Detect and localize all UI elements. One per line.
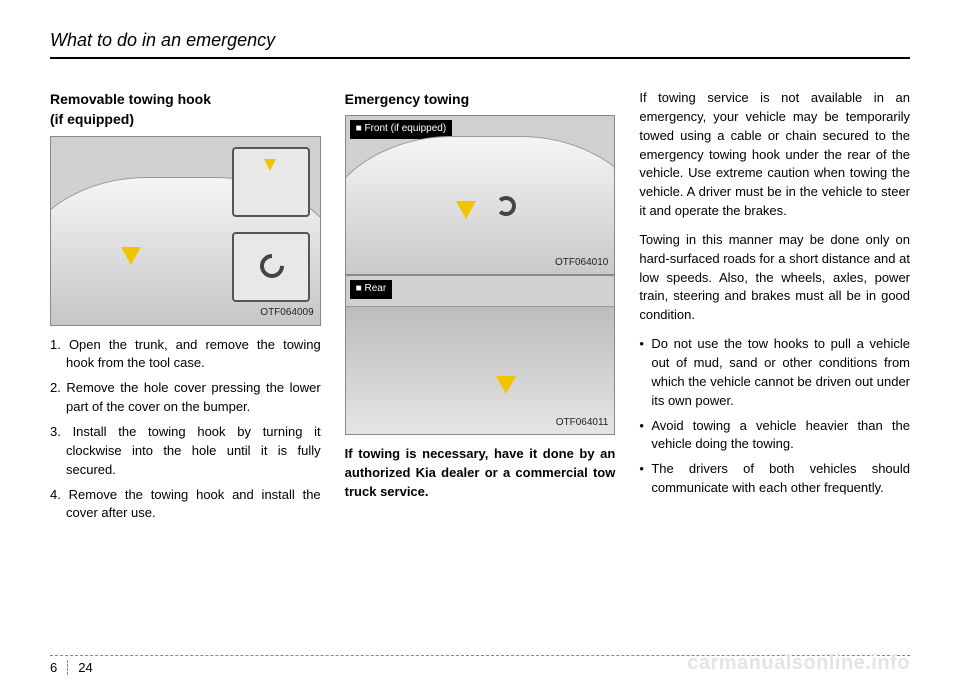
- col1-title-line2: (if equipped): [50, 111, 134, 127]
- arrow-icon: [121, 247, 141, 265]
- step-item: 3. Install the towing hook by turning it…: [50, 423, 321, 480]
- figure-stack: ■ Front (if equipped) OTF064010 ■ Rear O…: [345, 115, 616, 435]
- chapter-number: 6: [50, 660, 68, 675]
- step-item: 4. Remove the towing hook and install th…: [50, 486, 321, 524]
- content-columns: Removable towing hook (if equipped) OTF0…: [50, 89, 910, 529]
- arrow-icon: [456, 201, 476, 219]
- steps-list: 1. Open the trunk, and remove the towing…: [50, 336, 321, 524]
- column-2: Emergency towing ■ Front (if equipped) O…: [345, 89, 616, 529]
- hook-icon: [496, 196, 516, 216]
- figure-code: OTF064011: [556, 416, 609, 431]
- figure-removable-hook: OTF064009: [50, 136, 321, 326]
- paragraph: Towing in this manner may be done only o…: [639, 231, 910, 325]
- figure-front: ■ Front (if equipped) OTF064010: [345, 115, 616, 275]
- arrow-icon: [264, 159, 276, 171]
- watermark: carmanualsonline.info: [687, 652, 910, 675]
- hook-icon: [255, 249, 289, 283]
- figure-code: OTF064010: [555, 256, 608, 271]
- column-1: Removable towing hook (if equipped) OTF0…: [50, 89, 321, 529]
- figure-rear: ■ Rear OTF064011: [345, 275, 616, 435]
- paragraph: If towing service is not available in an…: [639, 89, 910, 221]
- inset-hook: [232, 232, 310, 302]
- bold-note: If towing is necessary, have it done by …: [345, 445, 616, 502]
- bullet-item: The drivers of both vehicles should comm…: [639, 460, 910, 498]
- page-header: What to do in an emergency: [50, 30, 910, 59]
- col1-title: Removable towing hook (if equipped): [50, 89, 321, 130]
- step-item: 2. Remove the hole cover pressing the lo…: [50, 379, 321, 417]
- step-item: 1. Open the trunk, and remove the towing…: [50, 336, 321, 374]
- col1-title-line1: Removable towing hook: [50, 91, 211, 107]
- bullet-item: Avoid towing a vehicle heavier than the …: [639, 417, 910, 455]
- col2-title: Emergency towing: [345, 89, 616, 109]
- page-number: 24: [68, 660, 92, 675]
- inset-cover: [232, 147, 310, 217]
- figure-code: OTF064009: [260, 306, 313, 321]
- car-illustration: [345, 136, 616, 275]
- figure-label: ■ Rear: [350, 280, 393, 299]
- column-3: If towing service is not available in an…: [639, 89, 910, 529]
- bullet-item: Do not use the tow hooks to pull a vehic…: [639, 335, 910, 410]
- arrow-icon: [496, 376, 516, 394]
- bullet-list: Do not use the tow hooks to pull a vehic…: [639, 335, 910, 498]
